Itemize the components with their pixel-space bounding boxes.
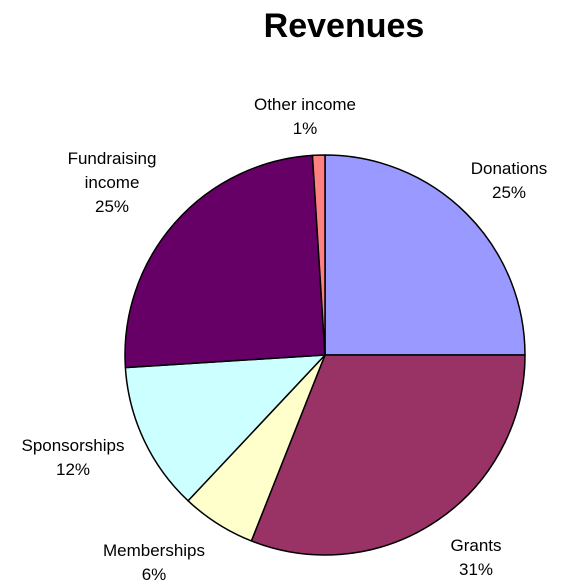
slice-name-label: Memberships [103,541,205,560]
slice-percent-label: 25% [95,197,129,216]
pie-slice-other-income [311,154,326,356]
slice-name-label: Grants [450,536,501,555]
pie-slice-donations [324,154,526,356]
slice-label-fundraising-income: Fundraising income 25% [68,149,157,216]
slice-label-grants: Grants 31% [450,536,501,579]
slice-label-other-income: Other income 1% [254,95,356,138]
slice-percent-label: 31% [459,560,493,579]
slice-label-sponsorships: Sponsorships 12% [21,436,124,479]
slice-name-label: Sponsorships [21,436,124,455]
slice-label-donations: Donations 25% [471,159,548,202]
slice-percent-label: 12% [56,460,90,479]
pie-labels: Donations 25% Grants 31% Memberships 6% Sponso… [21,95,548,584]
pie-slice-sponsorships [124,354,326,502]
chart-title: Revenues [264,7,425,45]
slice-percent-label: 25% [492,183,526,202]
pie-slices [124,154,526,556]
pie-slice-fundraising-income [124,154,326,369]
slice-label-memberships: Memberships 6% [103,541,205,582]
slice-name-label: Other income [254,95,356,114]
slice-percent-label: 6% [142,565,167,582]
slice-name-label: Donations [471,159,548,178]
slice-percent-label: 1% [293,119,318,138]
slice-name-label: income [85,173,140,192]
slice-name-label: Fundraising [68,149,157,168]
pie-slice-grants [250,354,526,556]
